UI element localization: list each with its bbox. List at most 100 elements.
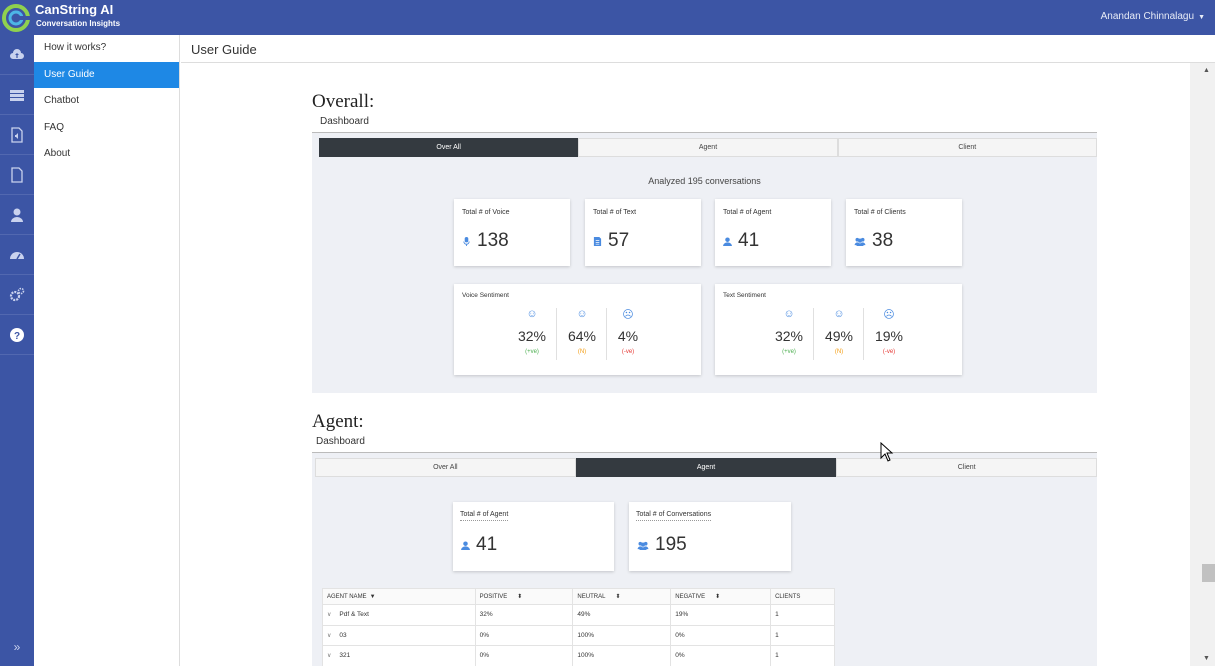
stat-label: Total # of Clients xyxy=(854,209,906,216)
text-document-icon xyxy=(593,236,602,246)
top-bar: CanString AI Conversation Insights Anand… xyxy=(0,0,1215,35)
dashboard-gauge-icon xyxy=(10,251,24,259)
header-label: NEUTRAL xyxy=(577,594,606,600)
chevron-down-icon[interactable]: ∨ xyxy=(327,612,332,619)
stat-label: Total # of Conversations xyxy=(636,511,712,521)
divider xyxy=(813,308,814,360)
text-positive-tag: (+ve) xyxy=(782,349,796,355)
icon-rail: ? » xyxy=(0,35,34,666)
nav-item-about[interactable]: About xyxy=(44,148,71,159)
sort-desc-icon: ▼ xyxy=(369,593,376,600)
rail-audio-file[interactable] xyxy=(0,115,34,155)
voice-neutral: ☺ 64% (N) xyxy=(557,308,607,355)
tab-client[interactable]: Client xyxy=(836,458,1098,477)
voice-neutral-pct: 64% xyxy=(567,328,597,344)
analyzed-count: Analyzed 195 conversations xyxy=(648,176,761,186)
rail-settings[interactable] xyxy=(0,275,34,315)
svg-text:?: ? xyxy=(14,331,20,342)
scroll-up-arrow-icon[interactable]: ▲ xyxy=(1203,67,1210,74)
text-neutral: ☺ 49% (N) xyxy=(814,308,864,355)
app-subtitle: Conversation Insights xyxy=(36,19,121,28)
col-positive[interactable]: POSITIVE ⬍ xyxy=(474,588,574,605)
header-label: NEGATIVE xyxy=(675,594,706,600)
header-label: CLIENTS xyxy=(775,593,801,600)
col-negative[interactable]: NEGATIVE ⬍ xyxy=(670,588,772,605)
divider xyxy=(556,308,557,360)
users-icon xyxy=(637,541,649,550)
col-clients[interactable]: CLIENTS xyxy=(770,588,835,605)
rail-document[interactable] xyxy=(0,155,34,195)
nav-item-user-guide[interactable]: User Guide xyxy=(34,61,179,88)
agent-tabs: Over All Agent Client xyxy=(315,458,1098,477)
voice-positive: ☺ 32% (+ve) xyxy=(507,308,557,355)
chevron-down-icon[interactable]: ∨ xyxy=(327,632,332,639)
cell-positive: 0% xyxy=(474,624,574,646)
tab-over-all[interactable]: Over All xyxy=(315,458,576,477)
cell-agent-name: Pdf & Text xyxy=(339,611,369,619)
cell-clients: 1 xyxy=(770,604,835,626)
divider xyxy=(863,308,864,360)
user-menu[interactable]: Anandan Chinnalagu ▼ xyxy=(1101,11,1205,22)
rail-upload[interactable] xyxy=(0,35,34,75)
nav-item-faq[interactable]: FAQ xyxy=(44,121,65,133)
overall-dashboard-screenshot: Over All Agent Client Analyzed 195 conve… xyxy=(312,132,1097,393)
stat-label: Total # of Agent xyxy=(723,209,772,216)
users-icon xyxy=(854,237,866,246)
nav-item-how-it-works[interactable]: How it works? xyxy=(44,42,107,53)
tab-agent[interactable]: Agent xyxy=(578,138,838,157)
stat-label: Total # of Voice xyxy=(462,209,510,216)
agent-subheading: Dashboard xyxy=(316,436,365,447)
document-icon xyxy=(11,166,23,183)
text-negative: ☹ 19% (-ve) xyxy=(864,308,914,355)
scroll-down-arrow-icon[interactable]: ▼ xyxy=(1203,655,1210,662)
col-neutral[interactable]: NEUTRAL ⬍ xyxy=(572,588,672,605)
rail-dashboard[interactable] xyxy=(0,235,34,275)
voice-negative-pct: 4% xyxy=(617,328,639,344)
overall-heading: Overall: xyxy=(312,91,375,112)
text-sentiment-card: Text Sentiment ☺ 32% (+ve) ☺ 49% (N) ☹ 1… xyxy=(715,284,962,375)
agent-heading: Agent: xyxy=(312,411,364,432)
user-guide-content: Overall: Dashboard Over All Agent Client… xyxy=(181,63,1190,666)
app-name: CanString AI xyxy=(35,2,114,17)
voice-negative-tag: (-ve) xyxy=(621,349,635,355)
expand-sidebar-icon[interactable]: » xyxy=(13,640,21,654)
agent-table: AGENT NAME ▼ POSITIVE ⬍ NEUTRAL ⬍ NEGATIVE ⬍… xyxy=(322,588,835,666)
sort-icon: ⬍ xyxy=(715,594,721,600)
user-icon xyxy=(461,540,470,550)
voice-positive-pct: 32% xyxy=(517,328,547,344)
tab-agent[interactable]: Agent xyxy=(575,458,837,477)
nav-item-chatbot[interactable]: Chatbot xyxy=(44,95,80,106)
rail-help[interactable]: ? xyxy=(0,315,34,355)
caret-down-icon: ▼ xyxy=(1198,14,1205,21)
server-icon xyxy=(10,89,24,101)
sort-icon: ⬍ xyxy=(615,594,621,600)
voice-negative: ☹ 4% (-ve) xyxy=(603,308,653,355)
audio-file-icon xyxy=(11,126,23,143)
col-agent-name[interactable]: AGENT NAME ▼ xyxy=(322,588,476,605)
tab-over-all[interactable]: Over All xyxy=(319,138,579,157)
table-row[interactable]: ∨ Pdf & Text 32% 49% 19% 1 xyxy=(322,604,835,626)
text-positive: ☺ 32% (+ve) xyxy=(764,308,814,355)
divider xyxy=(606,308,607,360)
chevron-down-icon[interactable]: ∨ xyxy=(327,653,332,660)
header-label: POSITIVE xyxy=(479,594,508,600)
table-row[interactable]: ∨ 321 0% 100% 0% 1 xyxy=(322,645,835,666)
scroll-thumb[interactable] xyxy=(1202,564,1215,582)
stat-value: 41 xyxy=(476,534,498,555)
user-icon xyxy=(11,208,23,222)
tab-client[interactable]: Client xyxy=(837,138,1097,157)
voice-sentiment-label: Voice Sentiment xyxy=(462,292,509,299)
mouse-pointer-icon xyxy=(880,442,894,462)
sad-face-icon: ☹ xyxy=(883,309,895,321)
rail-user[interactable] xyxy=(0,195,34,235)
table-row[interactable]: ∨ 03 0% 100% 0% 1 xyxy=(322,624,835,646)
sad-face-icon: ☹ xyxy=(622,309,634,321)
rail-server[interactable] xyxy=(0,75,34,115)
cell-agent-name: 321 xyxy=(339,652,351,660)
stat-label: Total # of Text xyxy=(593,209,637,216)
agent-total-card: Total # of Agent 41 xyxy=(453,502,614,571)
text-negative-pct: 19% xyxy=(874,328,904,344)
help-icon: ? xyxy=(10,327,24,342)
content-scrollbar[interactable]: ▲ ▼ xyxy=(1190,63,1215,666)
overall-tabs: Over All Agent Client xyxy=(319,138,1097,157)
